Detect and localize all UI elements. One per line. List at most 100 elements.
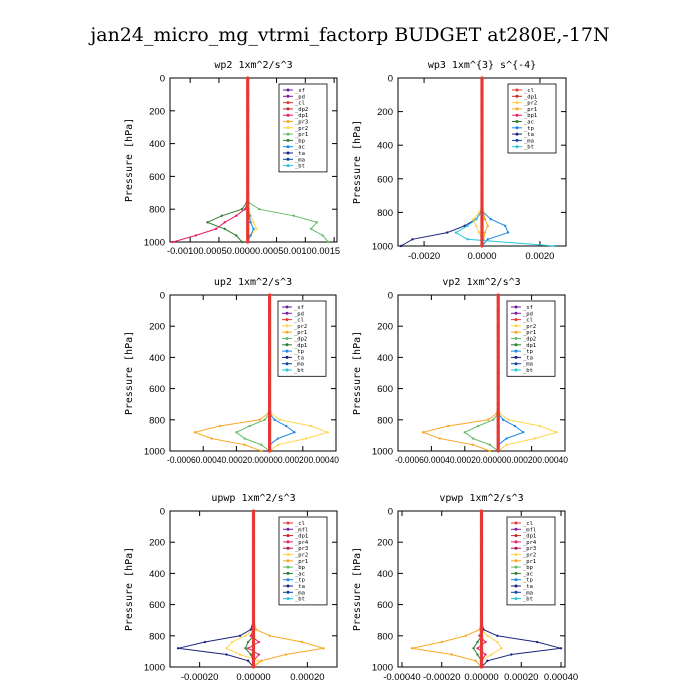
series-point xyxy=(171,240,175,244)
series-point xyxy=(480,76,484,80)
series-point xyxy=(502,418,505,421)
plot-frame xyxy=(169,294,337,452)
x-tick-label: -0.00040 xyxy=(383,672,421,683)
legend-marker xyxy=(285,355,289,359)
y-tick-label: 800 xyxy=(149,415,165,426)
x-tick-label: 0.00020 xyxy=(290,672,324,683)
series-point xyxy=(479,627,484,632)
y-tick-label: 800 xyxy=(377,415,393,426)
series-point xyxy=(488,449,492,453)
legend-marker xyxy=(514,330,518,334)
series-point xyxy=(194,234,198,237)
y-tick-label: 1000 xyxy=(144,447,165,458)
series-point xyxy=(496,324,500,328)
legend-label: _ma xyxy=(523,590,533,596)
series-point xyxy=(496,340,500,344)
series-point xyxy=(246,207,250,211)
y-tick-label: 600 xyxy=(149,172,165,183)
series-point xyxy=(480,110,484,114)
legend-marker xyxy=(286,565,290,569)
series-point xyxy=(486,238,489,241)
y-tick-label: 0 xyxy=(160,507,165,518)
plot-frame xyxy=(169,77,338,243)
series-line-ta xyxy=(400,78,483,247)
series-point xyxy=(496,387,500,391)
series-point xyxy=(480,194,484,198)
series-point xyxy=(446,424,450,428)
series-point xyxy=(238,653,242,656)
series-point xyxy=(503,224,507,228)
legend-label: _sf xyxy=(523,305,533,311)
series-point xyxy=(203,640,207,644)
series-point xyxy=(480,217,484,221)
series-point xyxy=(411,238,414,241)
legend-label: _bt xyxy=(523,597,533,603)
series-point xyxy=(496,418,500,422)
legend-marker xyxy=(514,540,518,544)
series-point xyxy=(268,443,272,447)
series-point xyxy=(480,93,484,97)
series-point xyxy=(496,293,500,297)
legend-label: _mfl xyxy=(523,527,536,533)
legend: _sf_pd_cl_pr2_pr1_dp2_dp1_tp_ta_ma_bt xyxy=(277,300,327,377)
legend-label: _pr2 xyxy=(295,553,308,559)
legend-label: _pr3 xyxy=(523,546,536,552)
legend-marker xyxy=(514,521,518,525)
series-point xyxy=(268,402,272,406)
series-point xyxy=(210,437,213,440)
series-point xyxy=(249,628,253,631)
y-tick-label: 200 xyxy=(377,322,393,333)
legend-label: _ta xyxy=(295,584,305,590)
series-point xyxy=(446,231,449,234)
y-tick-label: 1000 xyxy=(372,242,393,253)
series-point xyxy=(246,191,250,195)
series-point xyxy=(268,411,272,416)
legend-label: _pr1 xyxy=(523,330,536,336)
series-line-dp1 xyxy=(172,78,249,243)
series-point xyxy=(268,371,272,375)
panel-5: vpwp 1xm^2/s^3 Pressure [hPa] 0 200 400 600 80… xyxy=(352,493,578,683)
legend-marker xyxy=(286,584,290,588)
series-point xyxy=(479,571,484,576)
series-point xyxy=(251,659,256,663)
series-point xyxy=(251,603,256,607)
legend-label: _pr2 xyxy=(523,553,536,559)
x-tick-label: -0.00020 xyxy=(423,672,461,683)
series-point xyxy=(479,556,484,560)
y-tick-label: 400 xyxy=(149,139,165,150)
series-point xyxy=(488,443,492,446)
series-point xyxy=(496,640,499,644)
series-point xyxy=(440,640,443,644)
legend-label: _pr2 xyxy=(523,324,536,330)
series-point xyxy=(450,653,453,656)
y-axis-label: Pressure [hPa] xyxy=(124,331,135,415)
series-point xyxy=(480,237,484,241)
legend-marker xyxy=(286,145,290,149)
x-tick-label: 0.00000 xyxy=(464,672,498,683)
series-point xyxy=(479,540,484,544)
legend-label: _pr1 xyxy=(523,559,536,565)
series-point xyxy=(466,224,469,228)
series-point xyxy=(496,436,500,441)
y-tick-label: 0 xyxy=(160,291,165,302)
series-point xyxy=(464,634,467,637)
series-point xyxy=(251,618,256,622)
series-point xyxy=(507,418,510,421)
series-point xyxy=(243,208,247,211)
series-point xyxy=(246,158,250,162)
series-point xyxy=(246,201,250,205)
series-point xyxy=(246,174,250,178)
series-point xyxy=(268,634,271,637)
legend-label: _dp1 xyxy=(523,534,536,540)
figure-title: jan24_micro_mg_vtrmi_factorp BUDGET at28… xyxy=(88,24,609,46)
series-point xyxy=(491,418,495,421)
y-tick-label: 0 xyxy=(388,507,393,518)
legend-marker xyxy=(514,305,518,309)
series-point xyxy=(309,227,313,231)
y-tick-label: 400 xyxy=(377,353,393,364)
series-point xyxy=(410,647,414,650)
legend-marker xyxy=(285,349,289,353)
series-point xyxy=(268,436,272,441)
legend-label: _pr3 xyxy=(295,120,308,126)
